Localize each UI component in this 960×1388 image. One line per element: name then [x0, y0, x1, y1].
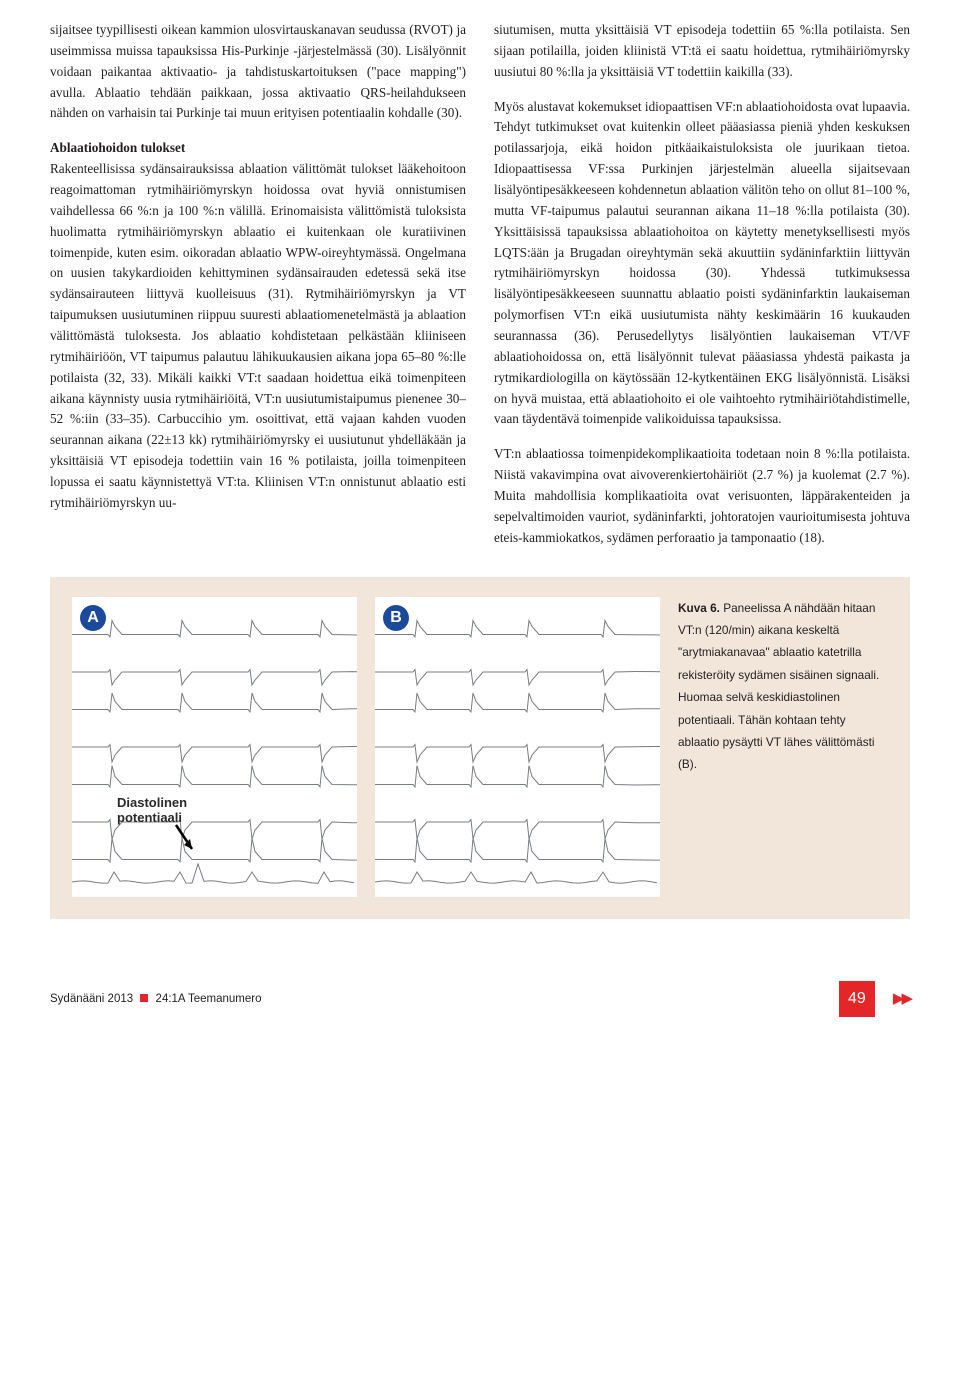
text-columns: sijaitsee tyypillisesti oikean kammion u…: [50, 20, 910, 549]
panel-label-a: A: [80, 605, 106, 631]
para-right-1: siutumisen, mutta yksittäisiä VT episode…: [494, 20, 910, 83]
footer-right: 49 ▶▶: [839, 981, 910, 1017]
footer-journal: Sydänääni 2013 24:1A Teemanumero: [50, 993, 261, 1005]
left-column: sijaitsee tyypillisesti oikean kammion u…: [50, 20, 466, 549]
para-left-2: Rakenteellisissa sydänsairauksissa ablaa…: [50, 159, 466, 514]
ecg-panel-a: A Diastolinen potentiaali: [72, 597, 357, 897]
ecg-trace-a: [72, 597, 357, 897]
right-column: siutumisen, mutta yksittäisiä VT episode…: [494, 20, 910, 549]
arrow-icon: [172, 821, 196, 853]
ecg-panel-b: B: [375, 597, 660, 897]
page-footer: Sydänääni 2013 24:1A Teemanumero 49 ▶▶: [50, 975, 910, 1017]
caption-lead: Kuva 6.: [678, 601, 720, 615]
square-icon: [140, 994, 148, 1002]
figure-caption: Kuva 6. Paneelissa A nähdään hitaan VT:n…: [678, 597, 888, 776]
subhead-ablaatiohoidon: Ablaatiohoidon tulokset: [50, 138, 466, 159]
figure-6: A Diastolinen potentiaali B Kuva 6. Pane…: [50, 577, 910, 919]
page-number: 49: [839, 981, 875, 1017]
next-page-icon: ▶▶: [893, 989, 910, 1008]
page-container: sijaitsee tyypillisesti oikean kammion u…: [0, 0, 960, 1047]
para-right-2: Myös alustavat kokemukset idiopaattisen …: [494, 97, 910, 431]
ecg-trace-b: [375, 597, 660, 897]
para-left-1: sijaitsee tyypillisesti oikean kammion u…: [50, 20, 466, 124]
panel-label-b: B: [383, 605, 409, 631]
para-right-3: VT:n ablaatiossa toimenpidekomplikaatioi…: [494, 444, 910, 548]
caption-body: Paneelissa A nähdään hitaan VT:n (120/mi…: [678, 601, 879, 772]
